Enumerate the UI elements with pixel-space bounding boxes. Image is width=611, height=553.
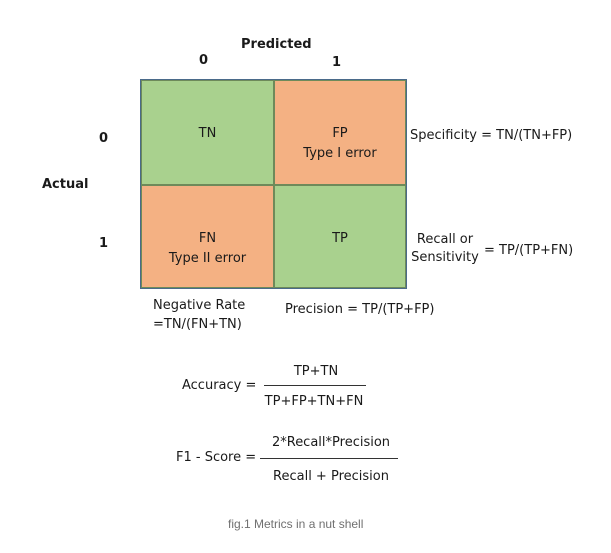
cell-tn-label: TN — [198, 126, 217, 141]
negative-rate-line2: =TN/(FN+TN) — [153, 317, 242, 332]
recall-label: Recall or Sensitivity — [410, 231, 480, 267]
cell-false-negative: FN Type II error — [141, 185, 274, 288]
actual-header: Actual — [42, 177, 89, 192]
cell-fn-sub: Type II error — [168, 251, 247, 266]
confusion-matrix: TN FP Type I error FN Type II error TP — [140, 79, 407, 289]
cell-true-negative: TN — [141, 80, 274, 185]
accuracy-fraction-line — [264, 385, 366, 386]
precision-label: Precision = TP/(TP+FP) — [285, 302, 435, 317]
cell-fp-label: FP — [332, 126, 348, 141]
negative-rate-label: Negative Rate =TN/(FN+TN) — [153, 296, 245, 334]
actual-row-1: 1 — [99, 236, 109, 251]
recall-label-line2: Sensitivity — [411, 250, 479, 265]
recall-label-line1: Recall or — [416, 232, 474, 247]
f1-fraction-line — [260, 458, 398, 459]
specificity-label: Specificity = TN/(TN+FP) — [410, 128, 573, 143]
actual-row-0: 0 — [99, 131, 109, 146]
recall-formula: = TP/(TP+FN) — [484, 243, 574, 258]
negative-rate-line1: Negative Rate — [153, 298, 246, 313]
accuracy-label: Accuracy = — [182, 378, 257, 393]
predicted-col-0: 0 — [199, 53, 209, 68]
cell-false-positive: FP Type I error — [274, 80, 406, 185]
cell-tp-label: TP — [332, 231, 348, 246]
f1-label: F1 - Score = — [176, 450, 257, 465]
figure-caption: fig.1 Metrics in a nut shell — [228, 517, 364, 531]
cell-fn-label: FN — [198, 231, 217, 246]
predicted-col-1: 1 — [332, 55, 342, 70]
predicted-header: Predicted — [241, 37, 312, 52]
f1-denominator: Recall + Precision — [273, 469, 389, 484]
cell-true-positive: TP — [274, 185, 406, 288]
accuracy-denominator: TP+FP+TN+FN — [264, 394, 364, 409]
accuracy-numerator: TP+TN — [293, 364, 339, 379]
cell-fp-sub: Type I error — [303, 146, 377, 161]
f1-numerator: 2*Recall*Precision — [271, 435, 391, 450]
